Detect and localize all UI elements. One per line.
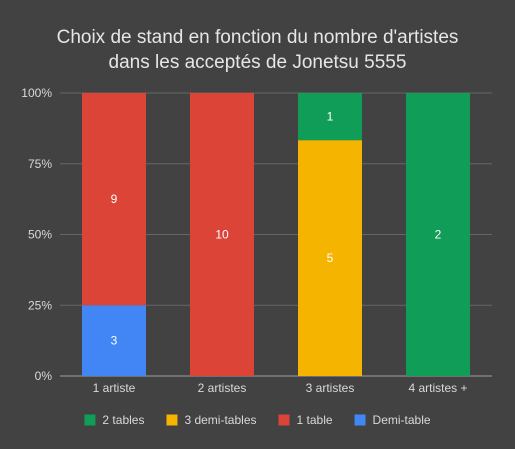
data-label: 5 [327, 251, 334, 265]
legend-label: 3 demi-tables [184, 413, 256, 427]
legend-item[interactable]: 3 demi-tables [166, 413, 257, 427]
x-tick-label: 1 artiste [93, 381, 136, 395]
data-label: 9 [111, 192, 118, 206]
chart-title-line-2: dans les acceptés de Jonetsu 5555 [109, 52, 407, 73]
legend[interactable]: 2 tables 3 demi-tables 1 table Demi-table [84, 413, 431, 427]
legend-swatch [166, 414, 178, 426]
legend-label: Demi-table [373, 413, 431, 427]
bar-segment [82, 93, 146, 306]
y-tick-label: 25% [28, 298, 52, 312]
data-label: 2 [435, 228, 442, 242]
bars [82, 93, 470, 376]
x-tick-label: 2 artistes [198, 381, 247, 395]
x-tick-label: 4 artistes + [408, 381, 467, 395]
legend-label: 2 tables [102, 413, 144, 427]
chart-title: Choix de stand en fonction du nombre d'a… [57, 27, 459, 73]
y-tick-label: 75% [28, 157, 52, 171]
legend-item[interactable]: 2 tables [84, 413, 144, 427]
y-tick-label: 0% [35, 369, 53, 383]
bar-segment [82, 305, 146, 376]
bar-segment [298, 93, 362, 141]
legend-item[interactable]: 1 table [278, 413, 333, 427]
legend-label: 1 table [297, 413, 333, 427]
y-tick-label: 50% [28, 228, 52, 242]
x-tick-label: 3 artistes [306, 381, 355, 395]
data-label: 3 [111, 334, 118, 348]
data-label: 1 [327, 110, 334, 124]
data-label: 10 [215, 228, 229, 242]
data-labels: 3 9 10 5 1 2 [111, 110, 442, 348]
bar-segment [298, 140, 362, 376]
y-tick-label: 100% [21, 86, 52, 100]
legend-item[interactable]: Demi-table [354, 413, 431, 427]
chart-title-line-1: Choix de stand en fonction du nombre d'a… [57, 27, 459, 48]
legend-swatch [84, 414, 96, 426]
bar-segment [406, 93, 470, 376]
x-axis-ticks: 1 artiste 2 artistes 3 artistes 4 artistes … [93, 381, 468, 395]
bar-segment [190, 93, 254, 376]
legend-swatch [278, 414, 290, 426]
legend-swatch [354, 414, 366, 426]
y-axis-ticks: 0% 25% 50% 75% 100% [21, 86, 52, 383]
